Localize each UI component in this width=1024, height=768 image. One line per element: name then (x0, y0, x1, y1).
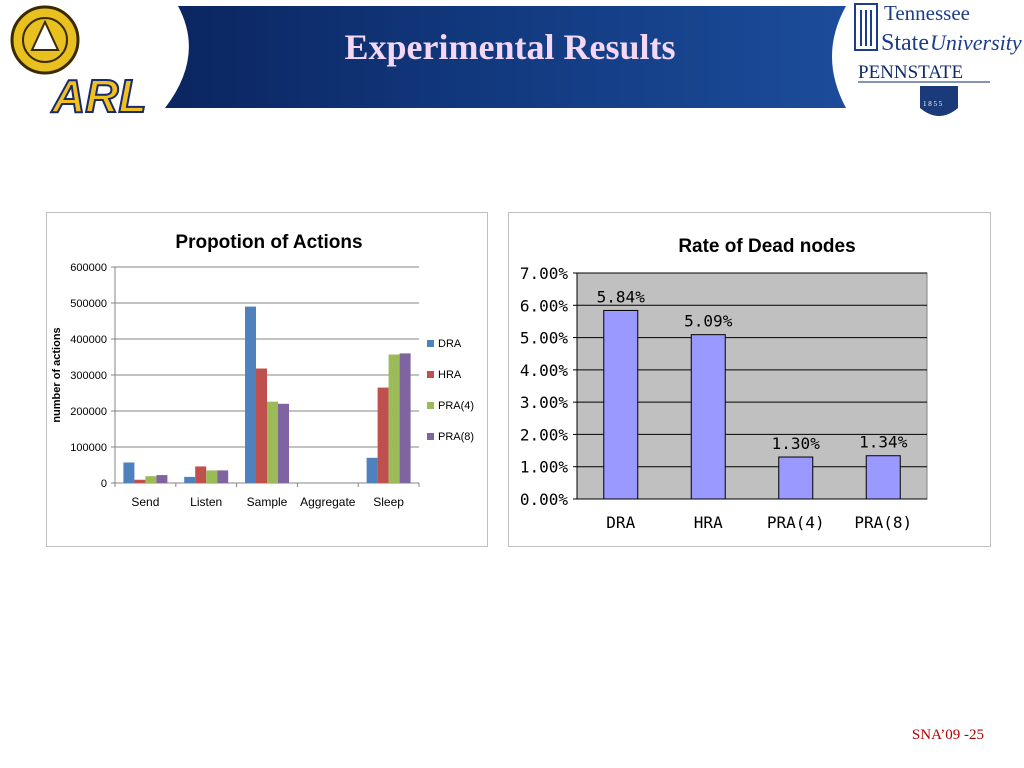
y-tick-label: 2.00% (520, 425, 569, 444)
bar-dra-listen (184, 476, 196, 483)
chart-dead-nodes-container: Rate of Dead nodes 0.00% 1.00% 2.00% 3.00% 4.… (508, 212, 991, 547)
legend-swatch (427, 340, 434, 347)
tsu-building-icon (854, 3, 878, 51)
bar-dra-sample (245, 306, 256, 483)
y-tick-label: 6.00% (520, 296, 569, 315)
legend-label: DRA (438, 338, 462, 350)
y-tick-label: 0 (101, 478, 107, 490)
x-tick-label: Sample (247, 495, 288, 509)
header-banner: ARL Tennessee State University PENNSTATE… (10, 1, 1022, 120)
y-tick-label: 3.00% (520, 393, 569, 412)
x-tick-label: Listen (190, 495, 222, 509)
legend-swatch (427, 371, 434, 378)
data-label: 1.30% (772, 434, 821, 453)
pennstate-seal-year: 1 8 5 5 (923, 100, 943, 108)
chart-dead-nodes-title: Rate of Dead nodes (678, 236, 855, 257)
y-tick-label: 0.00% (520, 490, 569, 509)
arl-logo-text: ARL (51, 70, 147, 120)
bar-pra-4--sleep (388, 354, 400, 483)
bar-pra-8--sleep (399, 353, 411, 483)
y-tick-label: 400000 (70, 334, 107, 346)
y-tick-label: 5.00% (520, 329, 569, 348)
legend-label: PRA(4) (438, 400, 474, 412)
bar-pra-4--sample (267, 401, 278, 483)
x-tick-label: PRA(4) (767, 513, 825, 532)
data-label: 5.09% (684, 312, 733, 331)
bar-pra-4--send (145, 476, 157, 483)
bar-pra-8- (865, 455, 901, 500)
chart-actions: Propotion of Actions 0 100000 200000 300000 4… (51, 232, 474, 509)
bar-hra-listen (195, 466, 207, 483)
bar-hra-sample (256, 368, 267, 483)
bar-pra-8--sample (278, 403, 289, 483)
pennstate-shield-icon (920, 86, 958, 116)
x-tick-label: DRA (606, 513, 635, 532)
legend-swatch (427, 433, 434, 440)
page-number: SNA’09 -25 (911, 727, 984, 743)
y-tick-label: 7.00% (520, 264, 569, 283)
bar-dra-sleep (366, 457, 378, 483)
legend-label: PRA(8) (438, 431, 474, 443)
x-tick-label: Sleep (373, 495, 404, 509)
tsu-text-tennessee: Tennessee (884, 1, 970, 25)
y-tick-label: 1.00% (520, 458, 569, 477)
bar-pra-4- (778, 456, 814, 500)
slide-title: Experimental Results (344, 27, 676, 67)
bar-pra-4--listen (206, 470, 218, 483)
y-tick-label: 600000 (70, 262, 107, 274)
x-tick-label: Aggregate (300, 495, 356, 509)
x-tick-label: PRA(8) (854, 513, 912, 532)
bar-dra (603, 309, 639, 500)
pennstate-text: PENNSTATE (858, 62, 963, 83)
bar-pra-8--listen (217, 470, 229, 483)
chart-dead-nodes: Rate of Dead nodes 0.00% 1.00% 2.00% 3.00% 4.… (520, 236, 928, 532)
y-tick-label: 4.00% (520, 361, 569, 380)
chart-actions-title: Propotion of Actions (175, 232, 362, 253)
arl-logo: ARL (10, 5, 148, 120)
y-tick-label: 500000 (70, 298, 107, 310)
y-tick-label: 100000 (70, 442, 107, 454)
chart-actions-container: Propotion of Actions 0 100000 200000 300000 4… (46, 212, 488, 547)
bar-hra-sleep (377, 387, 389, 483)
banner-shape (165, 6, 846, 108)
data-label: 5.84% (597, 287, 646, 306)
bar-dra-send (123, 462, 135, 483)
legend-swatch (427, 402, 434, 409)
data-label: 1.34% (859, 433, 908, 452)
bar-pra-8--send (156, 475, 168, 483)
bar-hra-send (134, 479, 146, 483)
y-tick-label: 300000 (70, 370, 107, 382)
legend-label: HRA (438, 369, 462, 381)
tsu-text-state: State (881, 30, 929, 56)
y-tick-label: 200000 (70, 406, 107, 418)
bar-hra (690, 334, 726, 500)
x-tick-label: Send (131, 495, 159, 509)
x-tick-label: HRA (694, 513, 723, 532)
university-logos: Tennessee State University PENNSTATE 1 8… (854, 1, 1022, 116)
tsu-text-university: University (930, 30, 1022, 55)
y-axis-label: number of actions (51, 327, 63, 422)
